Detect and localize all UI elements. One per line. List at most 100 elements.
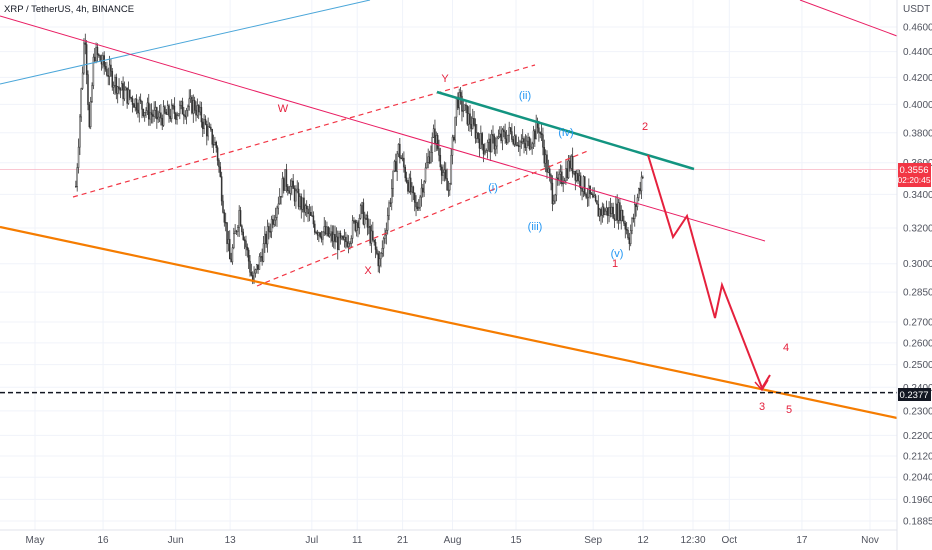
candle-body bbox=[476, 132, 478, 139]
candle-body bbox=[392, 170, 394, 189]
candle-body bbox=[297, 188, 300, 207]
candle-body bbox=[548, 168, 551, 176]
candle-body bbox=[382, 238, 385, 249]
candle-body bbox=[197, 105, 200, 113]
candle-body bbox=[218, 160, 220, 168]
candle-body bbox=[482, 144, 485, 155]
candle-body bbox=[260, 256, 262, 258]
candle-body bbox=[347, 242, 350, 247]
wave-labels: W X Y 2 1 3 4 5 (i) (ii) (iii) (iv) (v) bbox=[278, 73, 792, 416]
candle-body bbox=[111, 70, 114, 88]
candle-body bbox=[428, 156, 431, 163]
candle-body bbox=[577, 173, 579, 182]
candle-body bbox=[559, 171, 562, 175]
candle-body bbox=[87, 74, 89, 105]
candle-body bbox=[305, 205, 308, 210]
candle-body bbox=[81, 72, 84, 89]
candle-body bbox=[110, 64, 112, 72]
candle-body bbox=[150, 112, 153, 115]
candle-body bbox=[386, 215, 389, 231]
candle-body bbox=[342, 236, 344, 240]
price-axis[interactable]: 0.46000.44000.42000.40000.38000.36000.34… bbox=[903, 23, 932, 528]
candle-body bbox=[145, 110, 147, 113]
candle-body bbox=[424, 167, 427, 182]
candle-body bbox=[584, 176, 586, 195]
candle-body bbox=[407, 181, 409, 192]
candle-body bbox=[455, 98, 458, 118]
candle-body bbox=[517, 144, 520, 147]
candle-body bbox=[359, 205, 362, 219]
candle-body bbox=[617, 202, 620, 221]
candle-body bbox=[592, 193, 594, 198]
candle-series bbox=[75, 33, 644, 285]
candle-body bbox=[258, 256, 261, 270]
wave-label-red: 4 bbox=[783, 342, 789, 354]
candle-body bbox=[85, 44, 88, 75]
candle-body bbox=[134, 98, 136, 108]
candle-body bbox=[95, 46, 97, 62]
price-tick-label: 0.2500 bbox=[903, 360, 932, 371]
candle-body bbox=[181, 101, 184, 115]
candle-body bbox=[412, 186, 415, 194]
candle-body bbox=[440, 166, 443, 176]
candle-body bbox=[449, 182, 451, 191]
candle-body bbox=[237, 227, 239, 232]
candle-body bbox=[471, 118, 474, 129]
candle-body bbox=[489, 138, 492, 153]
candle-body bbox=[341, 236, 343, 239]
candle-body bbox=[243, 239, 246, 242]
candle-body bbox=[106, 68, 108, 76]
candle-body bbox=[207, 126, 209, 137]
candle-body bbox=[269, 231, 271, 233]
candle-body bbox=[227, 239, 230, 245]
candle-body bbox=[123, 89, 126, 100]
time-tick-label: 15 bbox=[510, 535, 522, 546]
candle-body bbox=[332, 234, 335, 242]
candle-body bbox=[585, 193, 587, 198]
candle-body bbox=[189, 96, 192, 99]
time-axis[interactable]: May 16 Jun 13 Jul 11 21 Aug 15 Sep 12 12:30 Oct 17 Nov bbox=[26, 535, 879, 546]
candle-body bbox=[588, 185, 590, 198]
candle-body bbox=[261, 256, 263, 262]
candle-body bbox=[507, 134, 509, 143]
price-tick-label: 0.2200 bbox=[903, 431, 932, 442]
candle-body bbox=[191, 96, 193, 114]
candle-body bbox=[239, 210, 242, 227]
candle-body bbox=[540, 133, 543, 136]
candle-body bbox=[611, 206, 613, 214]
candle-body bbox=[558, 174, 560, 181]
candle-body bbox=[203, 118, 205, 129]
candle-body bbox=[538, 127, 540, 133]
candle-body bbox=[490, 134, 493, 153]
candle-body bbox=[233, 233, 235, 249]
candle-body bbox=[474, 123, 477, 139]
candle-body bbox=[324, 226, 327, 235]
candle-body bbox=[388, 202, 390, 216]
candle-body bbox=[409, 177, 412, 193]
candle-body bbox=[179, 104, 181, 114]
blue-trendline bbox=[0, 0, 371, 85]
candle-body bbox=[509, 127, 512, 132]
candle-body bbox=[395, 161, 397, 172]
candle-body bbox=[204, 118, 207, 125]
price-tick-label: 0.2040 bbox=[903, 473, 932, 484]
candle-body bbox=[156, 107, 158, 120]
candle-body bbox=[125, 87, 127, 91]
candle-body bbox=[357, 222, 359, 229]
candle-body bbox=[304, 205, 307, 213]
candle-body bbox=[454, 116, 456, 141]
wave-label-red: 1 bbox=[612, 258, 618, 270]
candle-body bbox=[450, 154, 452, 184]
candle-body bbox=[169, 115, 172, 119]
candle-body bbox=[311, 215, 313, 217]
candle-body bbox=[210, 126, 212, 130]
candle-body bbox=[512, 139, 514, 145]
candle-body bbox=[268, 226, 270, 232]
candle-body bbox=[187, 106, 189, 111]
candle-body bbox=[276, 207, 278, 218]
candle-body bbox=[635, 204, 637, 207]
candle-body bbox=[288, 190, 290, 194]
candle-body bbox=[195, 110, 197, 116]
price-tick-label: 0.3400 bbox=[903, 190, 932, 201]
